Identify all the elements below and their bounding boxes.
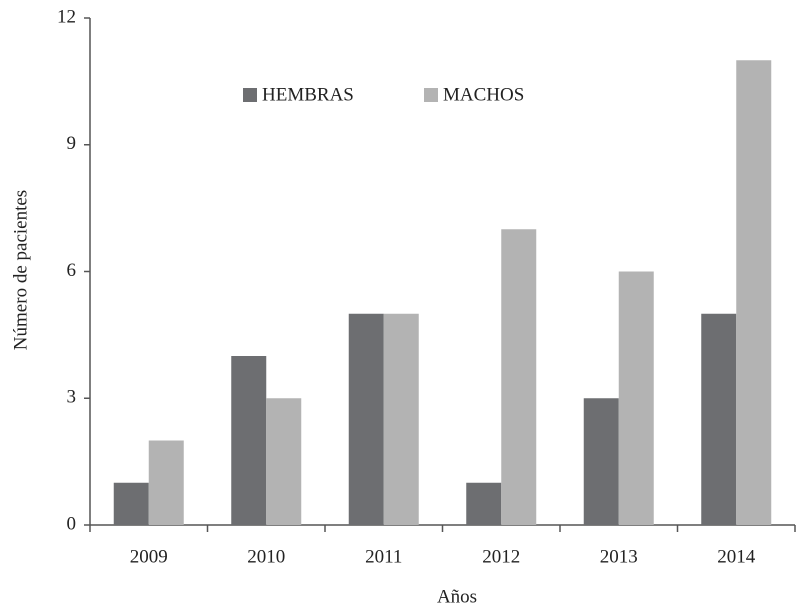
- y-tick-label: 3: [67, 387, 77, 408]
- y-tick-label: 6: [67, 260, 77, 281]
- bar: [583, 398, 619, 525]
- x-tick-label: 2013: [600, 546, 638, 567]
- bar: [736, 60, 772, 525]
- bar: [466, 482, 502, 525]
- bar: [701, 313, 737, 525]
- y-axis-label: Número de pacientes: [10, 190, 31, 350]
- bar: [348, 313, 384, 525]
- legend-label: HEMBRAS: [262, 84, 354, 105]
- y-tick-label: 12: [57, 6, 76, 27]
- y-tick-label: 0: [67, 513, 77, 534]
- y-tick-label: 9: [67, 133, 77, 154]
- x-tick-label: 2011: [365, 546, 402, 567]
- x-tick-label: 2010: [247, 546, 285, 567]
- x-tick-label: 2009: [130, 546, 168, 567]
- x-tick-label: 2014: [717, 546, 756, 567]
- bar: [113, 482, 149, 525]
- legend-swatch: [424, 88, 438, 102]
- bar: [383, 313, 419, 525]
- x-tick-label: 2012: [482, 546, 520, 567]
- legend-label: MACHOS: [443, 84, 524, 105]
- bar: [501, 229, 537, 525]
- bar: [148, 440, 184, 525]
- bar: [618, 271, 654, 525]
- bar: [266, 398, 302, 525]
- bar: [231, 356, 267, 525]
- legend-swatch: [243, 88, 257, 102]
- x-axis-label: Años: [437, 586, 477, 607]
